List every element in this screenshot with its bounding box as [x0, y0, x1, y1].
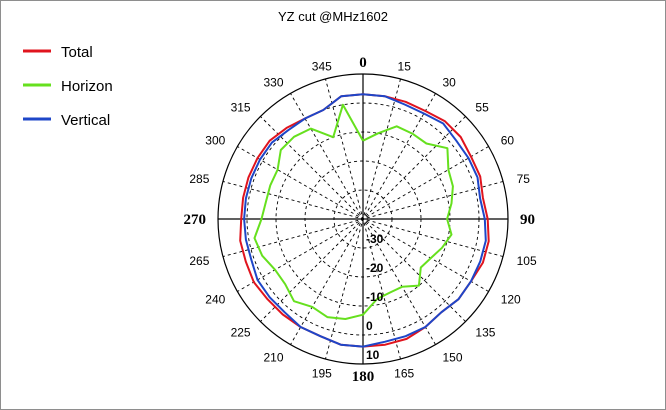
radial-label: -10 [366, 290, 384, 304]
angle-label: 55 [475, 101, 489, 115]
angle-label: 180 [352, 369, 375, 385]
angle-label: 15 [398, 59, 412, 73]
angle-labels: 0 15 30 55 60 75 90 105 120 135 150 165 180 195 210 225… [184, 55, 537, 385]
angle-label: 210 [263, 351, 283, 365]
angle-label: 300 [205, 134, 225, 148]
angle-label: 0 [359, 55, 367, 71]
angle-label: 165 [394, 367, 414, 381]
polar-grid [217, 73, 509, 365]
angle-label: 265 [189, 254, 209, 268]
angle-label: 285 [189, 172, 209, 186]
legend-label-total: Total [61, 44, 93, 61]
series-line-vertical [243, 93, 487, 348]
angle-label: 270 [184, 212, 207, 228]
radial-labels: -30 -20 -10 0 10 [366, 232, 384, 362]
chart-title: YZ cut @MHz1602 [278, 9, 388, 24]
legend: Total Horizon Vertical [23, 44, 113, 129]
angle-label: 240 [205, 293, 225, 307]
radial-label: 0 [366, 319, 373, 333]
angle-label: 195 [312, 367, 332, 381]
radial-label: -30 [366, 232, 384, 246]
series-line-horizon [253, 103, 454, 320]
grid-spoke [325, 78, 401, 360]
angle-label: 135 [475, 325, 495, 339]
angle-label: 330 [263, 75, 283, 89]
angle-label: 75 [517, 172, 531, 186]
angle-label: 105 [517, 254, 537, 268]
radial-label: -20 [366, 261, 384, 275]
legend-label-horizon: Horizon [61, 78, 113, 95]
angle-label: 315 [231, 101, 251, 115]
series-group [239, 93, 490, 348]
radial-label: 10 [366, 348, 380, 362]
legend-label-vertical: Vertical [61, 112, 110, 129]
angle-label: 225 [231, 325, 251, 339]
angle-label: 30 [443, 75, 457, 89]
angle-label: 150 [443, 351, 463, 365]
angle-label: 60 [501, 134, 515, 148]
angle-label: 345 [312, 59, 332, 73]
angle-label: 90 [520, 212, 535, 228]
angle-label: 120 [501, 293, 521, 307]
